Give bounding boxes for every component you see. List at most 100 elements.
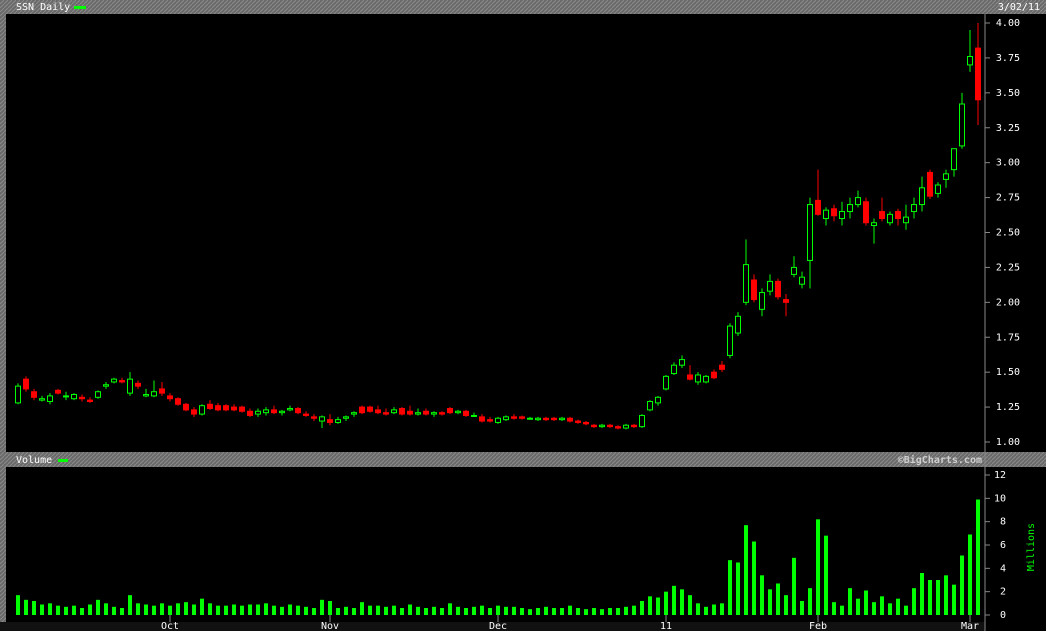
y-tick-label: 3.75 — [996, 53, 1020, 64]
candle-body — [655, 396, 661, 404]
y-tick-label: 10 — [994, 493, 1006, 504]
legend-swatch — [74, 6, 86, 9]
candle-body — [199, 405, 205, 415]
volume-bar — [384, 606, 388, 615]
candle-body — [919, 187, 925, 206]
volume-bar — [616, 608, 620, 615]
volume-bar — [448, 603, 452, 615]
volume-bar — [224, 605, 228, 615]
candle-body — [391, 409, 397, 414]
volume-bar — [632, 605, 636, 615]
x-tick-label: Oct — [161, 621, 179, 631]
candle-body — [823, 209, 829, 220]
volume-bar — [768, 589, 772, 615]
candle-body — [575, 420, 581, 423]
candle-body — [631, 424, 637, 428]
candle-body — [303, 413, 309, 416]
volume-bar — [904, 605, 908, 615]
volume-bar — [40, 604, 44, 615]
candle-body — [143, 394, 149, 397]
volume-bar — [288, 604, 292, 615]
y-tick-label: 1.50 — [996, 367, 1020, 378]
volume-bar — [168, 605, 172, 615]
volume-bar — [120, 608, 124, 615]
y-tick-label: 1.25 — [996, 402, 1020, 413]
candle-body — [71, 394, 77, 400]
candle-body — [383, 412, 389, 415]
candle-body — [247, 410, 253, 416]
volume-bar — [144, 604, 148, 615]
volume-bar — [608, 608, 612, 615]
candle-body — [167, 395, 173, 400]
candle-body — [551, 417, 557, 421]
watermark: ©BigCharts.com — [898, 454, 982, 466]
volume-bar — [576, 608, 580, 615]
candle-body — [207, 403, 213, 409]
candle-body — [375, 409, 381, 414]
volume-bar — [704, 606, 708, 615]
volume-bar — [312, 608, 316, 615]
volume-bar — [488, 608, 492, 615]
y-tick-label: 4.00 — [996, 18, 1020, 29]
volume-bar — [640, 601, 644, 615]
candle-body — [743, 264, 749, 303]
left-border — [0, 0, 6, 631]
volume-bar — [688, 595, 692, 615]
volume-bar — [464, 608, 468, 615]
volume-bar — [152, 605, 156, 615]
y-tick-label: 3.50 — [996, 88, 1020, 99]
candle-body — [271, 409, 277, 414]
volume-bar — [136, 603, 140, 615]
candle-body — [319, 416, 325, 422]
volume-bar — [432, 606, 436, 615]
candle-body — [511, 416, 517, 419]
volume-bar — [512, 606, 516, 615]
candle-body — [287, 407, 293, 411]
volume-bar — [184, 602, 188, 615]
volume-bar — [16, 595, 20, 615]
candle-body — [559, 417, 565, 421]
volume-bar — [664, 591, 668, 615]
volume-bar — [736, 562, 740, 615]
candle-body — [607, 424, 613, 428]
candle-body — [479, 416, 485, 422]
candle-body — [847, 204, 853, 213]
candle-body — [175, 398, 181, 405]
volume-bar — [72, 605, 76, 615]
candle-body — [791, 266, 797, 275]
volume-bar — [536, 608, 540, 615]
candle-body — [871, 222, 877, 227]
candle-body — [135, 382, 141, 387]
volume-bar — [520, 608, 524, 615]
volume-bar — [720, 603, 724, 615]
volume-bar — [96, 599, 100, 615]
volume-bar — [232, 604, 236, 615]
candle-body — [31, 391, 37, 398]
candle-body — [567, 417, 573, 422]
volume-bar — [352, 608, 356, 615]
candle-body — [431, 412, 437, 415]
candle-body — [903, 216, 909, 224]
candle-body — [87, 399, 93, 402]
volume-bar — [712, 604, 716, 615]
candle-body — [735, 315, 741, 334]
volume-bar — [480, 605, 484, 615]
candle-body — [599, 424, 605, 428]
volume-bar — [968, 534, 972, 615]
candle-body — [279, 410, 285, 414]
x-tick-label: Nov — [321, 621, 339, 631]
y-tick-label: 2.75 — [996, 193, 1020, 204]
volume-bar — [528, 609, 532, 615]
volume-bar — [240, 605, 244, 615]
volume-bar — [840, 605, 844, 615]
candle-body — [719, 364, 725, 370]
candle-body — [111, 378, 117, 383]
candle-body — [527, 417, 533, 420]
y-tick-label: 3.00 — [996, 158, 1020, 169]
header-bar — [0, 0, 1046, 14]
volume-bar — [592, 608, 596, 615]
candle-body — [647, 400, 653, 411]
candle-body — [663, 375, 669, 390]
candle-body — [79, 396, 85, 400]
